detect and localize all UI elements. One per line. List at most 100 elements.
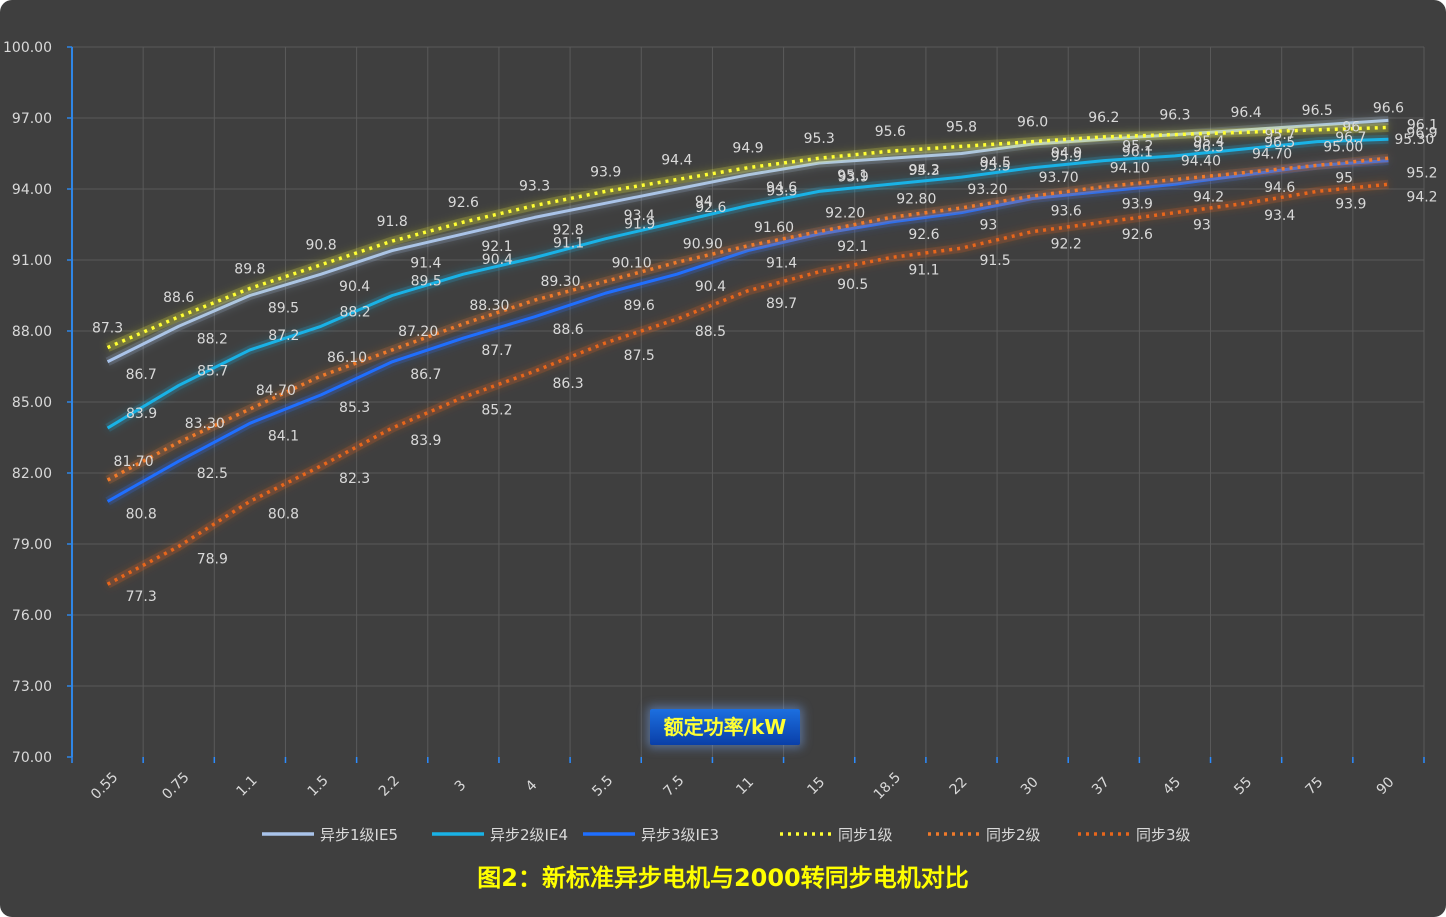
axes [66, 46, 1425, 763]
data-label: 92.6 [1122, 227, 1153, 243]
series-lines [105, 115, 1389, 589]
data-label: 86.3 [553, 376, 584, 392]
data-label: 90.4 [695, 279, 726, 295]
x-tick-label: 1.5 [305, 773, 332, 800]
data-label: 94.4 [661, 153, 692, 169]
y-tick-label: 79.00 [12, 537, 52, 553]
data-label: 96.3 [1193, 140, 1224, 156]
data-label: 93.6 [1051, 203, 1082, 219]
data-label: 84.1 [268, 428, 299, 444]
data-label: 96.3 [1159, 108, 1190, 124]
data-label: 88.6 [553, 322, 584, 338]
data-label: 91.9 [624, 217, 655, 233]
x-tick-label: 2.2 [376, 773, 403, 800]
data-label: 94.70 [1252, 146, 1292, 162]
data-label: 82.5 [197, 466, 228, 482]
data-label: 96.7 [1335, 130, 1366, 146]
data-label: 94.2 [909, 162, 940, 178]
series-line [106, 125, 1389, 350]
data-label: 93.70 [1039, 170, 1079, 186]
data-label: 95.2 [1406, 166, 1437, 182]
data-label: 94.10 [1110, 161, 1150, 177]
data-label: 94.2 [1406, 189, 1437, 205]
data-label: 89.5 [268, 301, 299, 317]
data-label: 85.7 [197, 363, 228, 379]
data-label: 91.1 [908, 263, 939, 279]
data-label: 93.3 [519, 179, 550, 195]
series-line [106, 137, 1389, 430]
data-label: 93.9 [1335, 196, 1366, 212]
x-tick-label: 7.5 [660, 773, 687, 800]
data-label: 82.3 [339, 471, 370, 487]
data-label: 88.2 [197, 331, 228, 347]
data-label: 93.9 [1122, 196, 1153, 212]
legend-label: 异步3级IE3 [641, 826, 719, 844]
data-label: 89.5 [411, 274, 442, 290]
data-label: 92.80 [896, 191, 936, 207]
data-label: 94.6 [766, 180, 797, 196]
data-label: 94.9 [1051, 146, 1082, 162]
legend-label: 异步1级IE5 [320, 826, 398, 844]
data-label: 80.8 [126, 506, 157, 522]
x-tick-label: 55 [1231, 774, 1255, 798]
x-tick-label: 75 [1302, 774, 1326, 798]
data-label: 96.6 [1373, 100, 1404, 116]
legend-label: 同步1级 [838, 826, 893, 844]
data-label: 90.5 [837, 277, 868, 293]
data-label: 86.10 [327, 350, 367, 366]
data-label: 88.6 [163, 290, 194, 306]
x-tick-label: 45 [1160, 774, 1184, 798]
legend-label: 异步2级IE4 [490, 826, 568, 844]
data-label: 91.4 [766, 256, 797, 272]
data-label: 95.3 [804, 131, 835, 147]
legend-label: 同步3级 [1136, 826, 1191, 844]
data-label: 94.6 [1264, 180, 1295, 196]
data-label: 95.2 [1122, 139, 1153, 155]
data-label: 83.30 [185, 416, 225, 432]
data-label: 92.20 [825, 206, 865, 222]
data-label: 96.1 [1407, 117, 1438, 133]
data-label: 92.6 [695, 200, 726, 216]
data-label: 95.6 [875, 124, 906, 140]
data-label: 80.8 [268, 506, 299, 522]
data-label: 96.5 [1302, 103, 1333, 119]
data-label: 85.3 [339, 400, 370, 416]
data-label: 88.5 [695, 324, 726, 340]
data-label: 78.9 [197, 551, 228, 567]
x-tick-label: 11 [733, 774, 757, 798]
data-label: 96.1 [1122, 144, 1153, 160]
data-label: 87.7 [481, 343, 512, 359]
data-label: 91.8 [377, 214, 408, 230]
y-tick-label: 97.00 [12, 111, 52, 127]
data-label: 83.9 [126, 406, 157, 422]
data-label: 77.3 [126, 589, 157, 605]
x-tick-label: 3 [452, 777, 470, 795]
data-label: 94.2 [1193, 189, 1224, 205]
data-label: 87.5 [624, 348, 655, 364]
data-label: 95.30 [1394, 132, 1434, 148]
data-label: 90.4 [339, 279, 370, 295]
data-label: 89.6 [624, 298, 655, 314]
data-label: 91.60 [754, 220, 794, 236]
data-label: 90.8 [305, 238, 336, 254]
y-tick-label: 76.00 [12, 608, 52, 624]
data-label: 92.6 [448, 195, 479, 211]
data-label: 94.40 [1181, 154, 1221, 170]
data-label: 95.3 [908, 163, 939, 179]
data-label: 96.5 [1264, 135, 1295, 151]
data-label: 91.5 [979, 253, 1010, 269]
data-label: 95.5 [979, 159, 1010, 175]
legend: 异步1级IE5 异步2级IE4 异步3级IE3 同步1级 同步2级 同步3级 [262, 826, 1191, 844]
x-tick-label: 18.5 [871, 769, 904, 802]
y-tick-label: 91.00 [12, 253, 52, 269]
data-label: 92.1 [837, 239, 868, 255]
x-tick-label: 30 [1018, 774, 1042, 798]
data-label: 96.4 [1231, 105, 1262, 121]
x-tick-label: 22 [947, 774, 971, 798]
data-label: 84.70 [256, 383, 296, 399]
x-tick-labels: 0.55 0.75 1.1 1.5 2.2 3 4 5.5 7.5 11 15 18.5 22 30 37 4… [88, 769, 1397, 802]
data-label: 89.30 [540, 274, 580, 290]
data-label: 85.2 [481, 402, 512, 418]
data-label: 93.4 [624, 208, 655, 224]
